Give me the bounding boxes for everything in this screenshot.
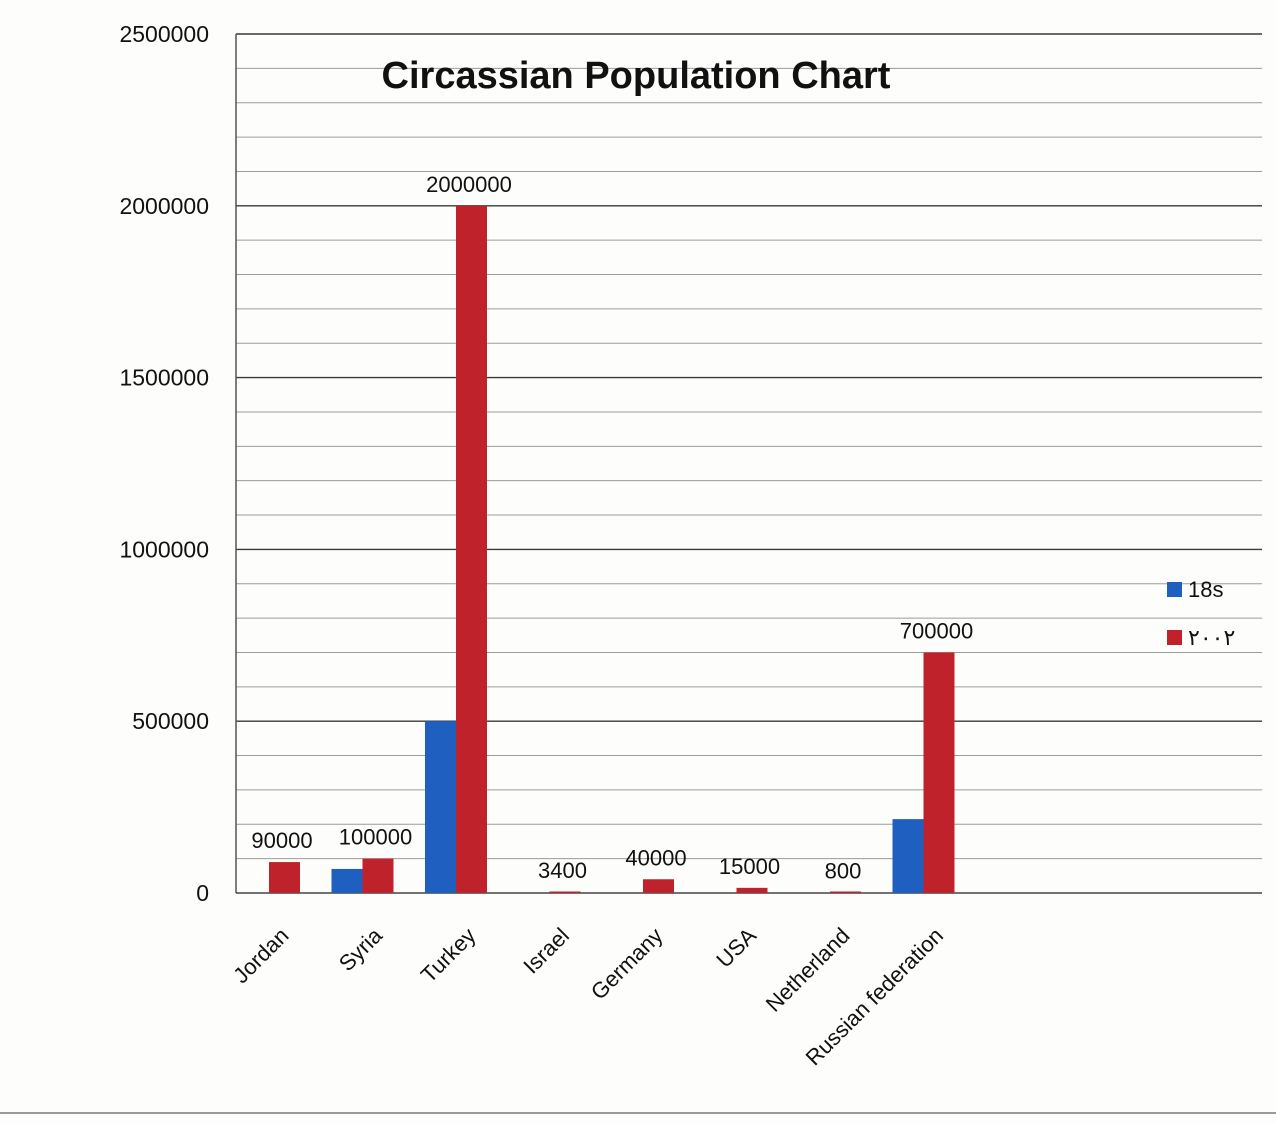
legend-label: 18s [1188,577,1223,602]
data-label: 90000 [251,828,312,853]
x-tick-label: Israel [518,923,574,979]
axes [235,34,1262,894]
bar-2002-netherland [830,891,861,893]
x-tick-label: Germany [586,923,668,1005]
x-tick-label: Turkey [416,923,481,988]
data-label: 40000 [625,845,686,870]
legend-label: ٢٠٠٢ [1188,625,1235,650]
data-label: 3400 [538,858,587,883]
y-tick-label: 2500000 [119,21,209,47]
bars [269,205,955,894]
page-bottom-rule [0,1112,1276,1114]
x-tick-label: Jordan [228,923,293,988]
data-label: 2000000 [426,172,512,197]
bar-18s-syria [331,868,363,893]
x-tick-label: USA [711,923,761,973]
y-tick-label: 500000 [132,708,209,734]
data-label: 100000 [339,825,412,850]
data-label: 15000 [719,854,780,879]
x-tick-label: Syria [334,922,388,976]
bar-2002-usa [736,887,768,893]
bar-2002-germany [643,879,674,893]
data-label: 700000 [900,618,973,643]
bar-18s-russian-federation [892,819,924,893]
data-labels: 90000 100000 2000000 3400 40000 15000 800 70000… [251,172,973,884]
y-tick-label: 1000000 [119,536,209,562]
bar-2002-jordan [269,862,300,893]
x-tick-label: Netherland [761,923,855,1017]
y-tick-label: 2000000 [119,193,209,219]
bar-2002-turkey [456,205,487,894]
bar-2002-russian-federation [923,652,955,893]
chart-title: Circassian Population Chart [382,55,891,97]
y-tick-label: 1500000 [119,365,209,391]
legend: 18s ٢٠٠٢ [1167,577,1235,650]
bar-18s-turkey [425,721,456,893]
tick-labels: 0 500000 1000000 1500000 2000000 2500000 Jorda… [119,21,948,1070]
y-tick-label: 0 [196,880,209,906]
data-label: 800 [825,859,862,884]
bar-2002-israel [549,891,581,893]
legend-swatch [1167,630,1182,645]
gridlines [236,33,1262,860]
bar-2002-syria [362,858,394,893]
legend-swatch [1167,582,1182,597]
